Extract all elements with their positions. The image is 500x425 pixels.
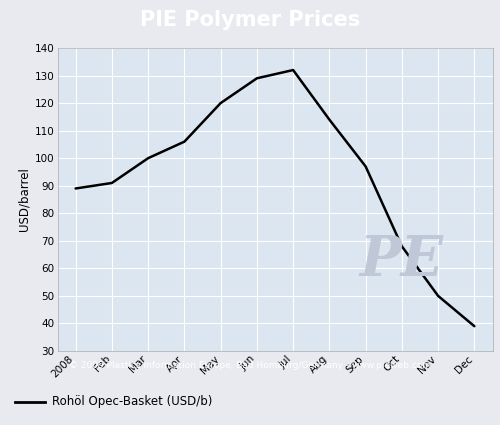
Text: Rohöl Opec-Basket (USD/b): Rohöl Opec-Basket (USD/b): [52, 396, 213, 408]
Text: © 2009 Plastics Information Europe, Bad Homburg/Germany - www.pieweb.com: © 2009 Plastics Information Europe, Bad …: [69, 362, 431, 371]
Y-axis label: USD/barrel: USD/barrel: [18, 167, 31, 232]
Text: PE: PE: [359, 232, 443, 288]
Text: PIE Polymer Prices: PIE Polymer Prices: [140, 10, 360, 30]
